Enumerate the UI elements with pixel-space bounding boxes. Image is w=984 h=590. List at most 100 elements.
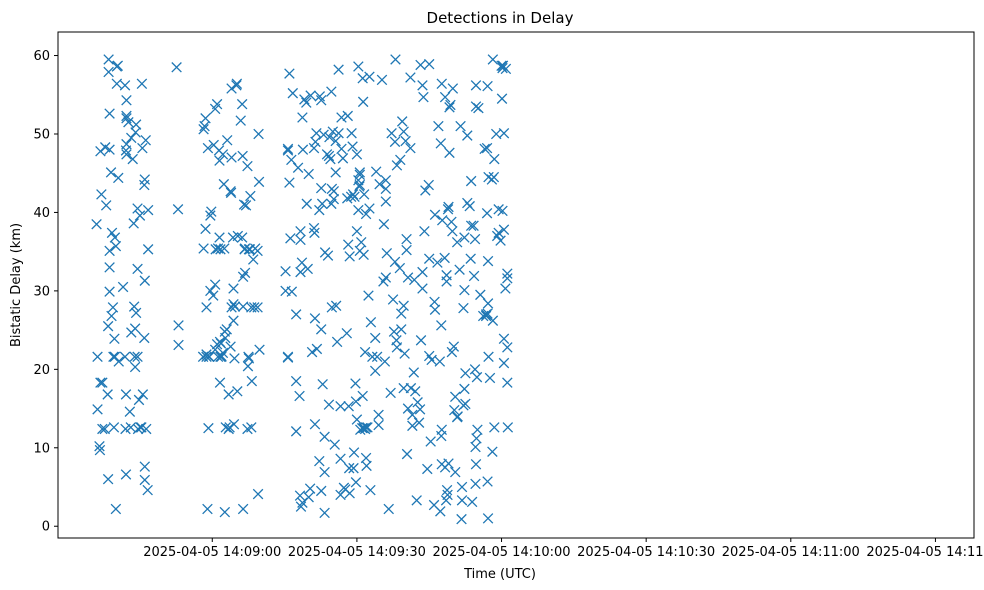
data-point <box>99 423 111 435</box>
data-point <box>354 181 365 192</box>
data-point <box>315 94 327 106</box>
data-point <box>127 153 138 165</box>
data-point <box>209 279 221 290</box>
y-tick-label: 20 <box>33 363 50 378</box>
data-point <box>354 179 366 191</box>
data-point <box>294 390 305 402</box>
data-point <box>395 324 407 335</box>
data-point <box>214 155 225 166</box>
data-point <box>252 488 264 500</box>
data-point <box>417 266 428 278</box>
data-point <box>135 422 146 433</box>
data-point <box>97 423 108 435</box>
data-point <box>330 135 341 147</box>
data-point <box>442 489 453 501</box>
data-point <box>475 289 486 301</box>
data-point <box>297 144 309 155</box>
data-point <box>357 73 368 84</box>
data-point <box>109 333 120 344</box>
data-point <box>344 251 355 262</box>
data-point <box>224 422 235 433</box>
data-point <box>489 153 500 165</box>
data-point <box>323 150 335 162</box>
data-point <box>482 476 493 487</box>
data-point <box>417 80 428 91</box>
data-point <box>232 386 243 397</box>
data-point <box>465 220 477 232</box>
data-point <box>441 484 453 496</box>
data-point <box>353 61 364 72</box>
data-point <box>132 263 143 275</box>
data-point <box>94 444 106 456</box>
data-point <box>130 307 142 319</box>
data-point <box>103 66 114 78</box>
data-point <box>365 484 376 496</box>
data-point <box>429 304 441 315</box>
data-points <box>91 54 514 525</box>
data-point <box>102 320 114 332</box>
data-point <box>223 389 234 400</box>
data-point <box>129 323 141 334</box>
data-point <box>497 205 508 217</box>
data-point <box>119 80 131 91</box>
data-point <box>117 281 129 293</box>
data-point <box>217 149 229 160</box>
data-point <box>220 422 232 433</box>
data-point <box>231 78 243 90</box>
data-point <box>113 172 124 184</box>
data-point <box>198 243 209 254</box>
data-point <box>373 409 384 421</box>
data-point <box>489 422 500 433</box>
data-point <box>446 346 458 358</box>
data-point <box>282 352 294 363</box>
y-tick-label: 10 <box>33 441 50 456</box>
data-point <box>371 351 383 363</box>
data-point <box>314 455 325 467</box>
data-point <box>335 453 346 465</box>
data-point <box>389 256 401 268</box>
data-point <box>314 204 325 216</box>
data-point <box>214 377 226 388</box>
data-point <box>407 409 418 421</box>
data-point <box>290 375 302 387</box>
data-point <box>369 332 381 344</box>
data-point <box>295 266 306 278</box>
data-point <box>292 162 304 173</box>
data-point <box>447 226 458 237</box>
data-point <box>439 91 451 103</box>
data-point <box>137 389 149 400</box>
data-point <box>331 336 343 348</box>
data-point <box>225 185 236 197</box>
y-tick-label: 0 <box>42 520 50 535</box>
data-point <box>142 484 153 496</box>
data-point <box>215 338 227 349</box>
data-point <box>473 102 484 114</box>
data-point <box>219 506 231 518</box>
data-point <box>305 90 316 101</box>
data-point <box>391 160 403 171</box>
data-point <box>479 143 490 155</box>
data-point <box>124 406 136 417</box>
data-point <box>109 232 121 243</box>
plot-frame <box>57 31 975 539</box>
data-point <box>469 364 481 375</box>
data-point <box>460 398 471 410</box>
data-point <box>128 218 139 229</box>
data-point <box>405 72 416 83</box>
data-point <box>402 272 414 283</box>
data-point <box>389 136 401 148</box>
data-point <box>105 167 117 178</box>
data-point <box>200 113 211 124</box>
data-point <box>349 191 360 203</box>
data-point <box>448 341 460 352</box>
data-point <box>387 294 399 305</box>
data-point <box>236 232 248 243</box>
data-point <box>470 478 481 490</box>
data-point <box>102 389 113 400</box>
data-point <box>468 220 479 232</box>
data-point <box>413 417 425 428</box>
data-point <box>330 167 341 178</box>
x-tick-label: 2025-04-05 14:10:00 <box>432 545 570 560</box>
data-point <box>110 503 122 515</box>
